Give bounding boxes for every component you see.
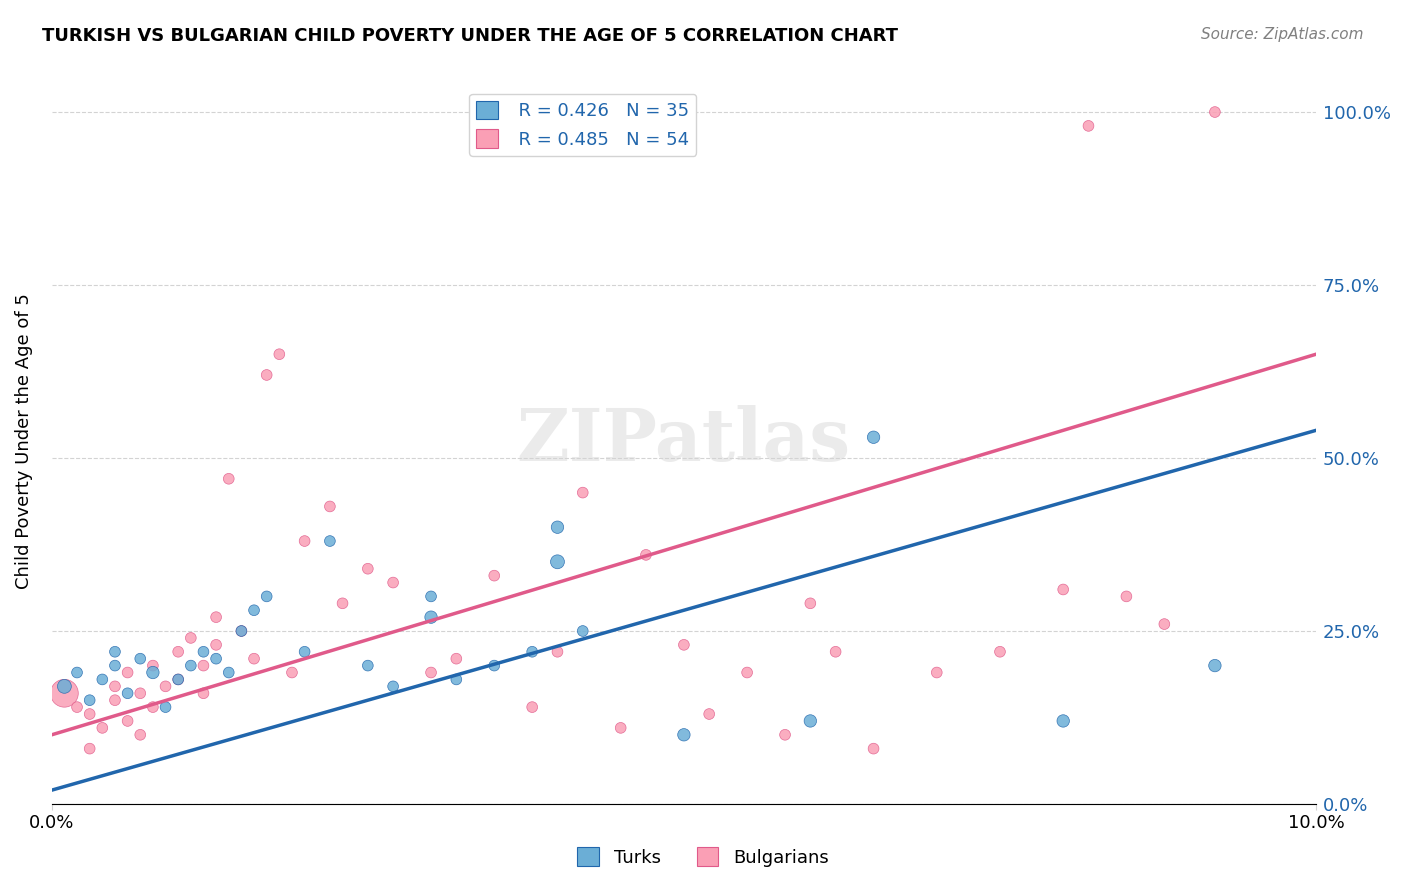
Point (104, 645, 127, 659)
Point (546, 520, 568, 534)
Point (773, 728, 796, 742)
Point (155, 679, 177, 693)
Point (672, 728, 695, 742)
Point (446, 673, 468, 687)
Legend:   R = 0.426   N = 35,   R = 0.485   N = 54: R = 0.426 N = 35, R = 0.485 N = 54 (470, 94, 696, 156)
Point (231, 624, 253, 638)
Point (420, 590, 443, 604)
Point (357, 562, 380, 576)
Point (256, 368, 278, 382)
Point (1052, 582, 1074, 597)
Point (697, 706, 720, 721)
Point (522, 645, 544, 659)
Point (446, 651, 468, 665)
Point (484, 658, 506, 673)
Point (799, 596, 821, 610)
Point (571, 485, 593, 500)
Point (294, 645, 316, 659)
Point (117, 686, 139, 700)
Point (824, 645, 846, 659)
Point (256, 590, 278, 604)
Point (231, 624, 253, 638)
Point (294, 534, 316, 549)
Point (167, 673, 190, 687)
Point (104, 679, 127, 693)
Point (1115, 590, 1137, 604)
Point (420, 665, 443, 680)
Point (142, 658, 165, 673)
Point (91, 673, 114, 687)
Point (205, 651, 228, 665)
Point (205, 610, 228, 624)
Point (142, 700, 165, 714)
Point (117, 665, 139, 680)
Point (205, 638, 228, 652)
Point (53, 686, 76, 700)
Point (243, 603, 266, 617)
Point (925, 665, 948, 680)
Point (546, 555, 568, 569)
Point (53, 679, 76, 693)
Point (104, 693, 127, 707)
Point (1153, 617, 1175, 632)
Point (79, 741, 101, 756)
Point (634, 548, 657, 562)
Point (332, 596, 354, 610)
Text: Source: ZipAtlas.com: Source: ZipAtlas.com (1201, 27, 1364, 42)
Point (104, 658, 127, 673)
Legend: Turks, Bulgarians: Turks, Bulgarians (571, 840, 835, 874)
Point (180, 658, 202, 673)
Y-axis label: Child Poverty Under the Age of 5: Child Poverty Under the Age of 5 (15, 293, 32, 589)
Point (1077, 119, 1099, 133)
Point (66, 665, 89, 680)
Point (735, 665, 758, 680)
Point (167, 673, 190, 687)
Point (218, 472, 240, 486)
Point (522, 700, 544, 714)
Point (988, 645, 1011, 659)
Point (129, 728, 152, 742)
Point (799, 714, 821, 728)
Point (319, 500, 342, 514)
Point (193, 658, 215, 673)
Point (129, 686, 152, 700)
Point (79, 693, 101, 707)
Point (484, 568, 506, 582)
Point (281, 665, 304, 680)
Point (382, 679, 405, 693)
Point (269, 347, 291, 361)
Point (243, 651, 266, 665)
Point (672, 638, 695, 652)
Point (319, 534, 342, 549)
Point (218, 665, 240, 680)
Point (546, 645, 568, 659)
Text: ZIPatlas: ZIPatlas (517, 405, 851, 476)
Point (155, 700, 177, 714)
Point (357, 658, 380, 673)
Point (193, 645, 215, 659)
Point (129, 651, 152, 665)
Point (1204, 105, 1226, 120)
Point (862, 430, 884, 444)
Point (862, 741, 884, 756)
Point (1204, 658, 1226, 673)
Point (193, 686, 215, 700)
Point (1052, 714, 1074, 728)
Point (180, 631, 202, 645)
Point (420, 610, 443, 624)
Point (91, 721, 114, 735)
Point (142, 665, 165, 680)
Point (79, 706, 101, 721)
Point (117, 714, 139, 728)
Point (609, 721, 631, 735)
Point (571, 624, 593, 638)
Point (167, 645, 190, 659)
Text: TURKISH VS BULGARIAN CHILD POVERTY UNDER THE AGE OF 5 CORRELATION CHART: TURKISH VS BULGARIAN CHILD POVERTY UNDER… (42, 27, 898, 45)
Point (66, 700, 89, 714)
Point (382, 575, 405, 590)
